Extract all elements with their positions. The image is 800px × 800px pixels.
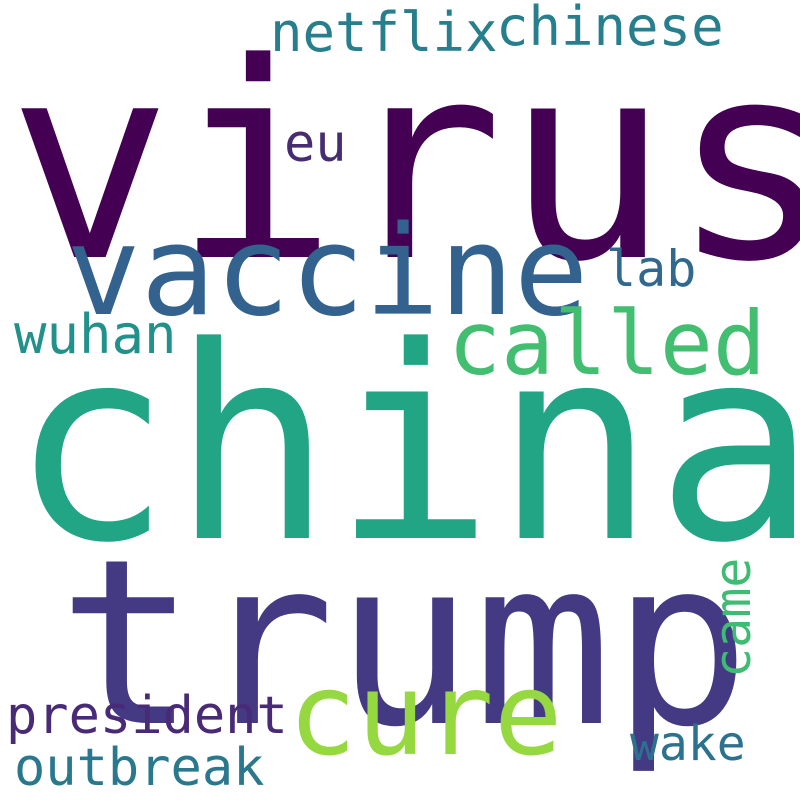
word-virus: virus	[8, 6, 800, 322]
word-wake: wake	[630, 716, 746, 772]
word-called: called	[448, 292, 766, 395]
word-wuhan: wuhan	[14, 303, 177, 366]
word-china: china	[10, 290, 800, 602]
word-cure: cure	[288, 648, 563, 781]
word-trump: trump	[58, 511, 751, 778]
word-chinese: chinese	[496, 0, 724, 58]
word-eu: eu	[284, 114, 347, 174]
word-came: came	[704, 557, 762, 678]
word-outbreak: outbreak	[14, 738, 265, 798]
word-lab: lab	[606, 240, 697, 298]
word-netflix: netflix	[270, 1, 498, 64]
word-president: president	[6, 686, 288, 746]
word-vaccine: vaccine	[66, 200, 589, 344]
